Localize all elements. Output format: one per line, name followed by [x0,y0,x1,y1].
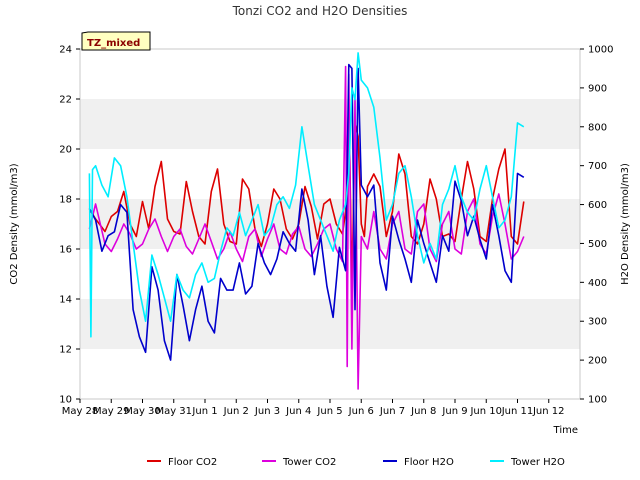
y2-tick-label: 800 [588,122,607,133]
series-layer [88,52,525,390]
legend-label: Floor H2O [404,457,454,468]
x-tick-label: May 28 [62,406,99,417]
x-tick-label: Jun 9 [441,406,467,417]
y-tick-label: 16 [59,245,72,256]
y2-tick-label: 300 [588,317,607,328]
x-tick-label: Jun 3 [254,406,280,417]
y-tick-label: 20 [59,145,72,156]
y2-tick-label: 200 [588,356,607,367]
x-tick-label: Jun 2 [223,406,249,417]
x-tick-label: Jun 6 [348,406,374,417]
y2-tick-label: 500 [588,239,607,250]
x-tick-label: May 30 [124,406,161,417]
x-tick-label: May 31 [155,406,192,417]
chart-title: Tonzi CO2 and H2O Densities [232,4,408,18]
series-line-floor-h2o [88,63,525,361]
y-axis-label: CO2 Density (mmol/m3) [9,163,20,284]
y-tick-label: 24 [59,45,72,56]
grid-band [80,99,580,149]
legend-label: Tower CO2 [282,457,336,468]
y-tick-label: 14 [59,295,72,306]
y-tick-label: 12 [59,345,72,356]
x-tick-label: May 29 [93,406,130,417]
legend-label: Tower H2O [510,457,565,468]
x-tick-label: Jun 11 [501,406,534,417]
x-axis-label: Time [553,425,578,436]
y2-tick-label: 600 [588,200,607,211]
series-line-tower-h2o [88,52,525,338]
y-tick-label: 22 [59,95,72,106]
x-tick-label: Jun 4 [285,406,311,417]
y-tick-label: 18 [59,195,72,206]
y2-axis-label: H2O Density (mmol/m3) [620,163,631,285]
x-tick-label: Jun 10 [469,406,502,417]
y2-tick-label: 400 [588,278,607,289]
x-tick-label: Jun 1 [191,406,217,417]
y2-ticks: 100 200 300 400 500 600 700 800 900 1000 [580,45,613,406]
legend-label: Floor CO2 [168,457,217,468]
legend: Floor CO2 Tower CO2 Floor H2O Tower H2O [147,457,565,468]
x-tick-label: Jun 12 [532,406,565,417]
x-tick-label: Jun 7 [379,406,405,417]
site-badge-box [81,31,151,51]
x-tick-label: Jun 8 [410,406,436,417]
y2-tick-label: 1000 [588,45,613,56]
y2-tick-label: 100 [588,395,607,406]
x-tick-label: Jun 5 [316,406,342,417]
site-badge-label: TZ_mixed [87,38,140,49]
site-badge: TZ_mixed [81,31,151,51]
y-tick-label: 10 [59,395,72,406]
y-ticks: 10 12 14 16 18 20 22 24 [59,45,80,406]
y2-tick-label: 700 [588,161,607,172]
y2-tick-label: 900 [588,83,607,94]
grid-band [80,299,580,349]
